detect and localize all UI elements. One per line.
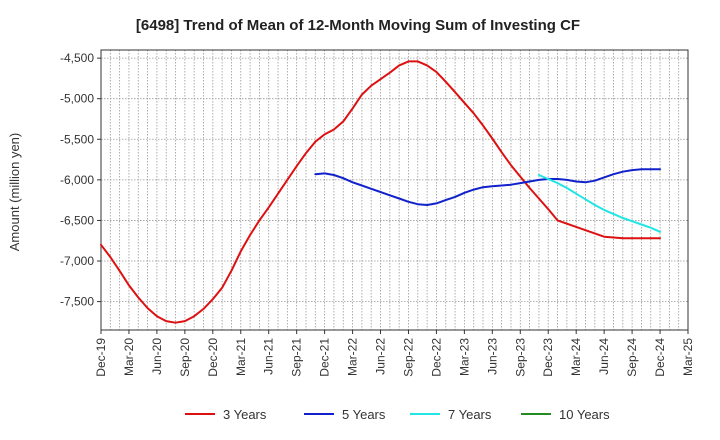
x-tick-label: Jun-21 — [262, 338, 276, 375]
x-tick-label: Dec-20 — [206, 338, 220, 377]
y-tick-label: -5,000 — [60, 92, 94, 106]
plot-area: -4,500 -5,000 -5,500 -6,000 -6,500 -7,000 -7,5… — [60, 49, 695, 377]
series-line-5-years — [314, 168, 661, 206]
x-tick-label: Dec-24 — [653, 338, 667, 377]
chart-title: [6498] Trend of Mean of 12-Month Moving … — [136, 17, 580, 34]
x-tick-label: Jun-20 — [150, 338, 164, 375]
legend-label-10-years: 10 Years — [559, 407, 610, 422]
plot-border — [100, 49, 689, 331]
x-tick-label: Dec-22 — [429, 338, 443, 377]
legend-label-7-years: 7 Years — [448, 407, 492, 422]
x-tick-label: Jun-22 — [374, 338, 388, 375]
x-tick-label: Dec-23 — [541, 338, 555, 377]
x-tick-label: Sep-21 — [290, 338, 304, 377]
x-tick-label: Mar-23 — [457, 338, 471, 376]
y-tick-label: -6,500 — [60, 213, 94, 227]
x-tick-label: Mar-24 — [569, 338, 583, 376]
x-tick-label: Jun-23 — [485, 338, 499, 375]
x-tick-label: Sep-24 — [625, 338, 639, 377]
x-tick-label: Mar-22 — [346, 338, 360, 376]
x-tick-label: Mar-25 — [681, 338, 695, 376]
x-tick-label: Jun-24 — [597, 338, 611, 375]
y-tick-label: -4,500 — [60, 51, 94, 65]
legend-label-3-years: 3 Years — [223, 407, 267, 422]
x-tick-label: Dec-19 — [94, 338, 108, 377]
x-tick-label: Sep-20 — [178, 338, 192, 377]
legend: 3 Years 5 Years 7 Years 10 Years — [185, 407, 610, 422]
legend-label-5-years: 5 Years — [342, 407, 386, 422]
x-tick-label: Sep-22 — [401, 338, 415, 377]
x-tick-label: Mar-21 — [234, 338, 248, 376]
y-tick-label: -5,500 — [60, 132, 94, 146]
series-line-7-years — [537, 174, 661, 233]
y-tick-label: -7,000 — [60, 254, 94, 268]
y-tick-label: -7,500 — [60, 295, 94, 309]
y-tick-label: -6,000 — [60, 173, 94, 187]
x-tick-label: Sep-23 — [513, 338, 527, 377]
x-tick-label: Mar-20 — [122, 338, 136, 376]
x-tick-label: Dec-21 — [318, 338, 332, 377]
y-axis-label: Amount (million yen) — [7, 133, 22, 252]
series-line-3-years — [100, 60, 661, 324]
